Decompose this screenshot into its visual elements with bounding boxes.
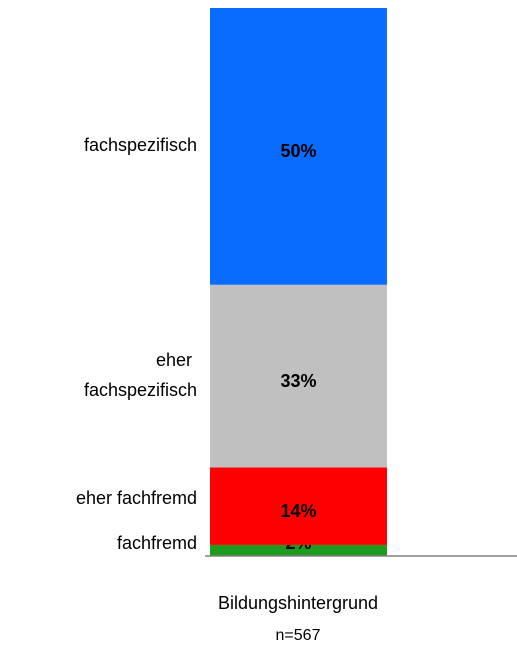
x-tick-label: Bildungshintergrund [218, 593, 378, 613]
subtitle: n=567 [276, 627, 321, 644]
bar-segment [210, 544, 387, 556]
bar-segment [210, 8, 387, 285]
value-label: 14% [280, 501, 316, 521]
value-label: 33% [280, 371, 316, 391]
bar-segment [210, 467, 387, 545]
legend-label: eher fachfremd [76, 488, 197, 508]
value-label: 50% [280, 141, 316, 161]
legend-label: eher fachspezifisch [84, 350, 197, 400]
bar-segment [210, 284, 387, 468]
legend-label: fachspezifisch [84, 135, 197, 155]
legend-label: fachfremd [117, 533, 197, 553]
